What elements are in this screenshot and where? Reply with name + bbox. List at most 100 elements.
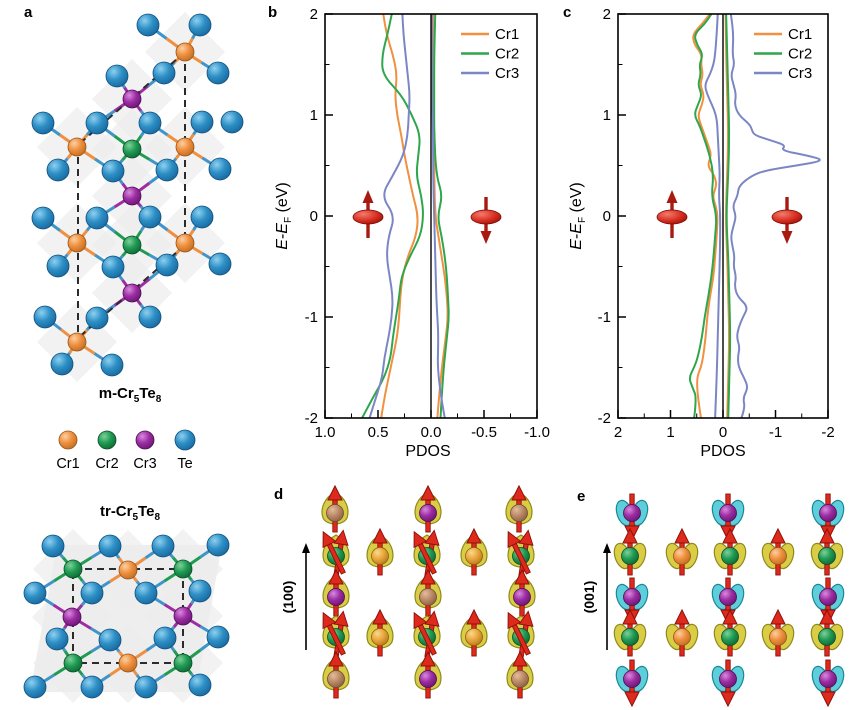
- Cr1-atom: [58, 430, 78, 450]
- panel-c-xlabel: PDOS: [700, 443, 746, 460]
- spin-density-site: [507, 610, 535, 658]
- Cr3-atom: [719, 670, 737, 688]
- Cr3-atom: [719, 588, 737, 606]
- Cr1-atom: [67, 137, 87, 157]
- spin-density-site: [810, 608, 844, 657]
- spin-density-site: [413, 610, 441, 658]
- Cr2-atom: [63, 559, 83, 579]
- magnetic-moment-arrow: [322, 530, 346, 575]
- x-tick-label: 2: [614, 424, 622, 441]
- arrow-head: [820, 691, 836, 708]
- Te-atom: [152, 61, 176, 85]
- y-tick-label: 2: [603, 6, 611, 23]
- Cr1-atom: [118, 560, 138, 580]
- Cr2-atom: [97, 430, 117, 450]
- arrow-head: [328, 568, 344, 585]
- curve-c-Cr3-up: [704, 14, 722, 418]
- Te-atom: [101, 255, 125, 279]
- Cr1-atom: [118, 653, 138, 673]
- Te-atom: [31, 111, 55, 135]
- panel-e-axis-label: (001): [581, 580, 597, 614]
- x-tick-label: -0.5: [471, 424, 497, 441]
- Cr2-atom: [173, 559, 193, 579]
- Cr3-atom: [419, 670, 437, 688]
- arrow-head: [372, 608, 388, 625]
- y-tick-label: 0: [603, 208, 611, 225]
- arrow-head: [770, 608, 786, 625]
- Te-atom: [98, 628, 122, 652]
- legend-label: Cr3: [788, 65, 812, 82]
- Te-atom: [23, 581, 47, 605]
- Te-atom: [188, 579, 212, 603]
- magnetic-moment-arrow: [507, 611, 531, 656]
- arrow-head: [624, 691, 640, 708]
- tr-structure-caption: tr-Cr5Te8: [99, 503, 161, 523]
- arrow-head: [333, 529, 349, 546]
- spin-density-site: [414, 568, 442, 617]
- arrow-head: [333, 610, 349, 627]
- atom-legend: Cr1 Cr2 Cr3 Te: [56, 429, 196, 472]
- spin-density-site: [665, 527, 699, 576]
- Te-atom: [105, 64, 129, 88]
- Cr2-atom: [621, 628, 639, 646]
- arrow-head: [328, 650, 344, 667]
- legend-label: Cr1: [788, 26, 812, 43]
- spin-density-site: [713, 608, 747, 657]
- Te-atom: [138, 305, 162, 329]
- magnetic-moment-arrow: [507, 530, 531, 575]
- gold-atom: [465, 547, 483, 565]
- spin-arrow-head: [362, 190, 374, 203]
- pdos-chart-tr: 2 1 0 -1 -2 -2 -1 0 1 2 Cr1 Cr2 Cr3: [598, 6, 835, 441]
- Cr1-atom: [175, 42, 195, 62]
- legend-label: Cr2: [788, 46, 812, 63]
- arrow-head: [424, 529, 440, 546]
- curve-c-Cr2-down: [725, 14, 732, 418]
- Cr3-atom: [623, 588, 641, 606]
- panel-b-xlabel: PDOS: [405, 443, 451, 460]
- Te-atom: [85, 306, 109, 330]
- Te-atom: [188, 673, 212, 697]
- legend-label: Cr2: [495, 46, 519, 63]
- panel-c-label: c: [563, 4, 572, 21]
- arrow-head: [466, 608, 482, 625]
- Te-atom: [155, 158, 179, 182]
- tan-atom: [327, 670, 345, 688]
- arrow-head: [674, 608, 690, 625]
- arrow-head: [322, 611, 337, 630]
- atom-legend-label: Cr2: [95, 456, 118, 472]
- curve-b-Cr2-up: [361, 14, 424, 418]
- Cr3-atom: [719, 504, 737, 522]
- spin-density-site: [414, 484, 442, 533]
- Cr2-atom: [122, 235, 142, 255]
- y-tick-label: -2: [305, 410, 318, 427]
- Cr2-atom: [621, 547, 639, 565]
- Cr3-atom: [173, 606, 193, 626]
- spin-density-site: [665, 608, 699, 657]
- Cr1-atom: [673, 547, 691, 565]
- atom-legend-label: Te: [177, 456, 192, 472]
- y-tick-label: -1: [305, 309, 318, 326]
- panel-d-label: d: [274, 486, 284, 503]
- pdos-chart-m: 1.0 0.5 0.0 -0.5 -1.0 -2 -1 0 1 2 Cr1 Cr2 Cr3: [305, 6, 550, 441]
- arrow-head: [622, 527, 638, 544]
- gold-atom: [371, 628, 389, 646]
- spin-density-site: [413, 529, 441, 577]
- Cr3-atom: [623, 504, 641, 522]
- arrow-head: [770, 527, 786, 544]
- spin-ellipse: [352, 209, 384, 225]
- Cr3-atom: [819, 504, 837, 522]
- spin-density-site: [810, 527, 844, 576]
- Te-atom: [138, 111, 162, 135]
- spin-arrow-head: [781, 231, 793, 244]
- arrow-head: [511, 484, 527, 501]
- Cr1-atom: [673, 628, 691, 646]
- arrow-head: [420, 650, 436, 667]
- Cr1-atom: [175, 137, 195, 157]
- spin-density-site: [460, 608, 488, 657]
- gold-atom: [371, 547, 389, 565]
- curves-group: [361, 14, 450, 418]
- arrow-head: [512, 650, 528, 667]
- Te-atom: [98, 534, 122, 558]
- arrow-head: [322, 530, 337, 549]
